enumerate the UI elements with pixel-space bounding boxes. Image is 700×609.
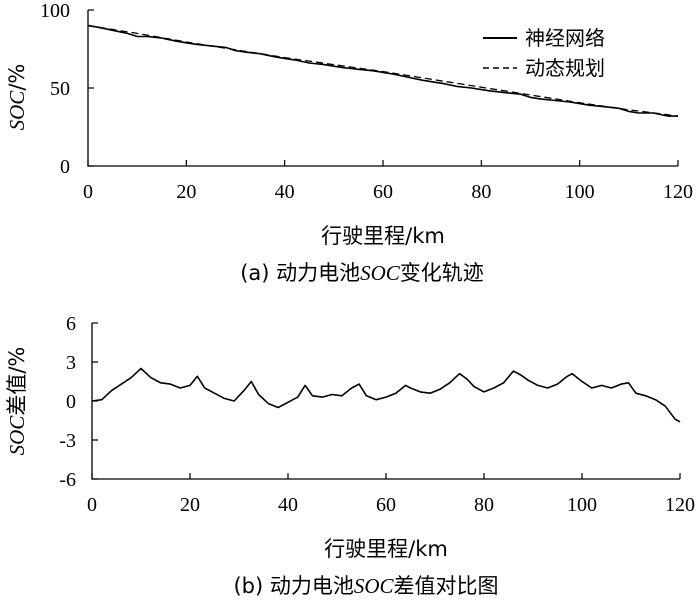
chart-b-y-tick-label-4: -6	[59, 469, 76, 491]
chart-b-y-tick-label-0: 6	[66, 313, 76, 335]
chart-b-y-tick-label-3: -3	[59, 430, 76, 452]
legend-label-dynamic-programming: 动态规划	[525, 56, 605, 80]
chart-a-series	[87, 24, 679, 117]
chart-b-x-tick-label-4: 80	[474, 494, 494, 516]
chart-b-caption-em: SOC	[354, 574, 395, 598]
chart-b-x-tick-label-5: 100	[567, 494, 597, 516]
chart-a-caption: (a) 动力电池SOC变化轨迹	[240, 261, 484, 285]
chart-a-x-tick-label-2: 40	[275, 181, 295, 203]
chart-b-y-axis-title-unit: 差值/%	[5, 347, 29, 416]
chart-b-x-tick-label-3: 60	[376, 494, 396, 516]
chart-a-x-tick-label-6: 120	[663, 181, 693, 203]
chart-a-y-axis-title-em: SOC	[5, 90, 29, 131]
chart-b-caption: (b) 动力电池SOC差值对比图	[233, 574, 498, 598]
chart-b-y-tick-label-2: 0	[66, 391, 76, 413]
chart-a-series-line-0	[87, 24, 678, 117]
chart-b-x-tick-label-1: 20	[180, 494, 200, 516]
chart-b-tick-marks	[91, 322, 681, 480]
chart-a-y-axis-title: SOC/%	[5, 64, 29, 131]
chart-a-tick-marks	[87, 9, 679, 167]
chart-b-x-tick-label-0: 0	[87, 494, 97, 516]
chart-a-x-axis-title: 行驶里程/km	[321, 224, 445, 248]
chart-b-series-line-0	[91, 367, 681, 423]
chart-a-x-tick-label-0: 0	[83, 181, 93, 203]
chart-a-caption-em: SOC	[360, 261, 401, 285]
chart-b-axes	[91, 323, 680, 480]
chart-a-x-tick-label-1: 20	[176, 181, 196, 203]
chart-a-x-tick-label-5: 100	[565, 181, 595, 203]
chart-a-y-tick-label-2: 100	[40, 0, 70, 22]
chart-a-tick-labels: 0 20 40 60 80 100 120 0 50 100	[40, 0, 693, 203]
chart-a-x-tick-label-4: 80	[471, 181, 491, 203]
chart-a-caption-prefix: (a) 动力电池	[240, 261, 360, 285]
chart-b-x-axis-title: 行驶里程/km	[324, 537, 448, 561]
chart-a-y-tick-label-1: 50	[50, 78, 70, 100]
chart-b-caption-suffix: 差值对比图	[394, 574, 499, 598]
chart-a-legend: 神经网络 动态规划	[483, 26, 605, 80]
chart-a-series-line-1	[87, 24, 679, 117]
chart-b-y-axis-title-em: SOC	[5, 415, 29, 456]
chart-b-y-tick-label-1: 3	[66, 352, 76, 374]
chart-a-x-tick-label-3: 60	[373, 181, 393, 203]
chart-b-series	[91, 367, 681, 423]
legend-label-neural-network: 神经网络	[525, 26, 605, 50]
chart-a-y-axis-title-unit: /%	[5, 64, 29, 91]
chart-b-x-tick-label-6: 120	[665, 494, 695, 516]
chart-b-caption-prefix: (b) 动力电池	[233, 574, 353, 598]
chart-b-x-tick-label-2: 40	[278, 494, 298, 516]
chart-b-tick-labels: 0 20 40 60 80 100 120 6 3 0 -3 -6	[59, 313, 695, 516]
chart-b-y-axis-title: SOC差值/%	[5, 347, 29, 456]
chart-a-y-tick-label-0: 0	[60, 156, 70, 178]
chart-a-caption-suffix: 变化轨迹	[400, 261, 484, 285]
